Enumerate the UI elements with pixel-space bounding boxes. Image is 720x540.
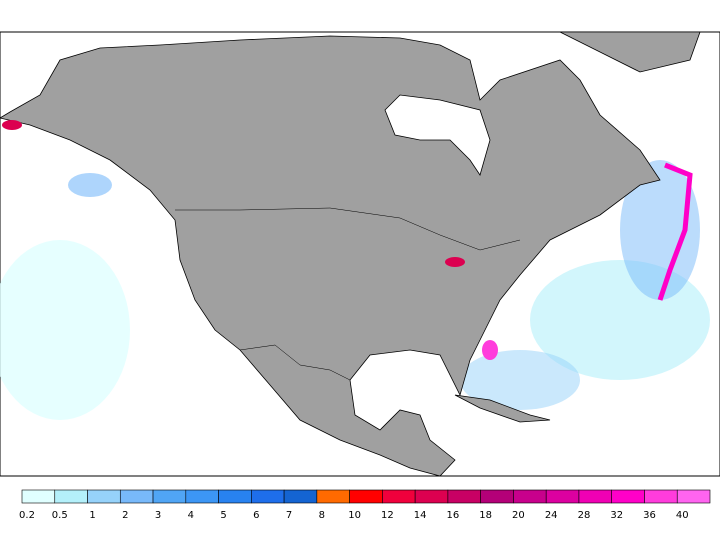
colorbar-label: 18 <box>479 510 492 521</box>
colorbar: 0.2 0.5 1 2 3 4 5 6 7 8 10 12 14 16 18 20 24 28 32 36 40 <box>19 489 711 521</box>
colorbar-swatch <box>283 489 318 504</box>
border <box>175 207 521 251</box>
precip-core <box>657 162 693 301</box>
colorbar-label: 14 <box>414 510 427 521</box>
colorbar-label: 0.2 <box>19 510 35 521</box>
colorbar-swatch <box>21 489 56 504</box>
land <box>0 35 661 477</box>
colorbar-swatch <box>119 489 154 504</box>
colorbar-swatch <box>611 489 645 504</box>
colorbar-swatch <box>578 489 613 504</box>
colorbar-label: 0.5 <box>52 510 68 521</box>
colorbar-label: 28 <box>578 510 591 521</box>
colorbar-swatch <box>447 489 481 504</box>
colorbar-label: 5 <box>220 510 226 521</box>
colorbar-swatch <box>480 489 514 504</box>
colorbar-swatch <box>644 489 678 504</box>
precip-core <box>2 120 22 130</box>
colorbar-label: 3 <box>155 510 161 521</box>
precip-area <box>460 350 580 410</box>
colorbar-swatch <box>676 489 711 504</box>
colorbar-label: 2 <box>122 510 128 521</box>
colorbar-label: 32 <box>610 510 623 521</box>
colorbar-swatch <box>152 489 187 504</box>
colorbar-swatch <box>218 489 252 504</box>
colorbar-swatch <box>414 489 449 504</box>
colorbar-swatch <box>545 489 580 504</box>
precip-area <box>68 173 112 197</box>
map <box>0 31 720 477</box>
colorbar-label: 1 <box>89 510 95 521</box>
colorbar-label: 20 <box>512 510 525 521</box>
greenland <box>559 31 701 73</box>
precip-core <box>482 340 498 360</box>
colorbar-swatch <box>54 489 88 504</box>
colorbar-swatch <box>513 489 547 504</box>
colorbar-label: 24 <box>545 510 558 521</box>
colorbar-label: 40 <box>676 510 689 521</box>
precip-area <box>0 240 130 420</box>
colorbar-label: 4 <box>188 510 194 521</box>
precip-core <box>445 257 465 267</box>
colorbar-label: 16 <box>447 510 460 521</box>
colorbar-label: 8 <box>319 510 325 521</box>
colorbar-swatch <box>382 489 416 504</box>
colorbar-swatch <box>349 489 383 504</box>
colorbar-label: 12 <box>381 510 394 521</box>
precip-area <box>620 160 700 300</box>
hudson-bay <box>384 94 491 176</box>
colorbar-label: 7 <box>286 510 292 521</box>
colorbar-label: 6 <box>253 510 259 521</box>
colorbar-swatch <box>87 489 121 504</box>
border <box>239 344 351 381</box>
colorbar-swatch <box>316 489 350 504</box>
cuba <box>454 394 551 423</box>
colorbar-label: 36 <box>643 510 656 521</box>
colorbar-swatch <box>185 489 219 504</box>
colorbar-swatch <box>251 489 285 504</box>
colorbar-label: 10 <box>348 510 361 521</box>
